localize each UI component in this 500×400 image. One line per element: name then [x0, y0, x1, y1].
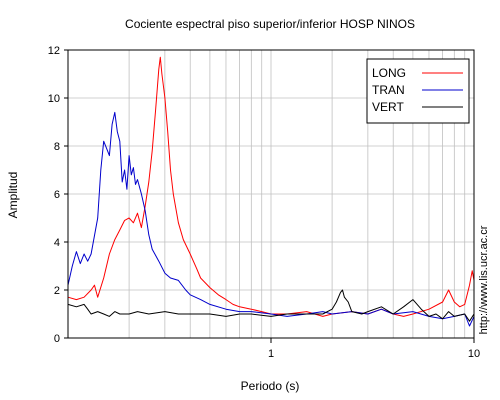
series-line-long: [67, 56, 475, 317]
y-tick-label: 12: [48, 45, 60, 57]
y-tick-label: 4: [54, 237, 60, 249]
side-url-text: http://www.lis.ucr.ac.cr: [478, 225, 490, 334]
y-tick-label: 6: [54, 189, 60, 201]
y-tick-label: 2: [54, 285, 60, 297]
legend-label-tran: TRAN: [372, 83, 405, 97]
ticks: 0 2 4 6 8 10 12 1 10: [48, 45, 480, 360]
y-tick-label: 10: [48, 93, 60, 105]
series-layer: [67, 56, 475, 327]
y-axis-label: Amplitud: [6, 172, 20, 219]
y-tick-label: 0: [54, 333, 60, 345]
series-line-vert: [67, 289, 475, 322]
legend-label-long: LONG: [372, 66, 406, 80]
legend: LONG TRAN VERT: [366, 58, 470, 124]
legend-label-vert: VERT: [372, 100, 404, 114]
legend-box: [366, 58, 470, 124]
y-tick-label: 8: [54, 141, 60, 153]
chart-title: Cociente espectral piso superior/inferio…: [125, 17, 415, 31]
x-axis-label: Periodo (s): [241, 379, 300, 393]
x-tick-label: 10: [468, 348, 480, 360]
x-tick-label: 1: [268, 348, 274, 360]
series-line-tran: [67, 111, 475, 327]
